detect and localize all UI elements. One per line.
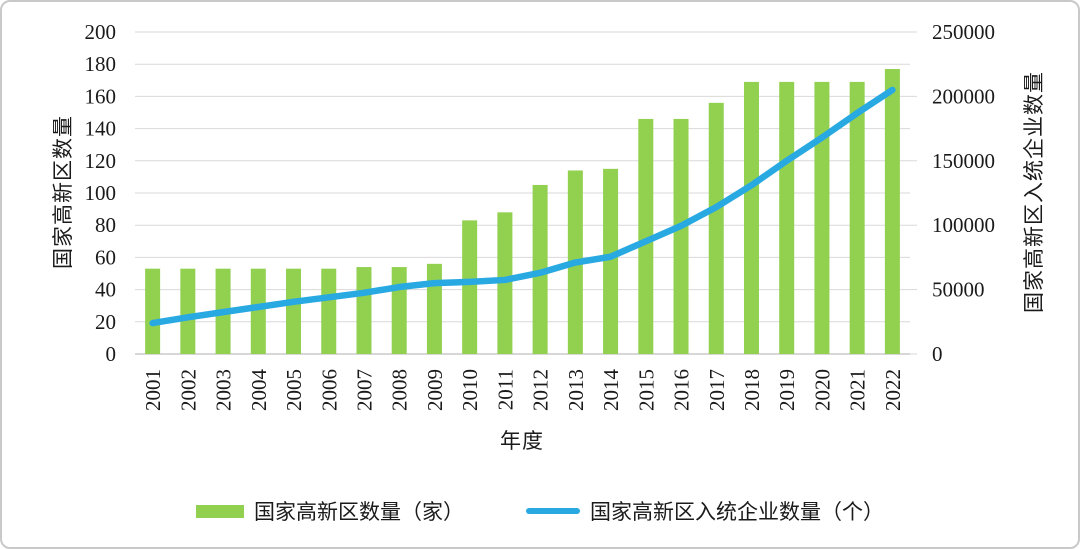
right-y-axis-title: 国家高新区入统企业数量 [1022, 71, 1046, 313]
bar-2002 [180, 268, 196, 354]
left-y-tick-label: 120 [85, 149, 117, 173]
x-tick-label: 2003 [212, 369, 236, 411]
left-y-tick-label: 40 [95, 278, 116, 302]
chart-plot-area: 0 20 40 60 80 100 120 140 160 180 200 0 50000 100000 1… [85, 20, 996, 412]
legend-item-line-series: 国家高新区入统企业数量（个） [526, 496, 884, 526]
bar-2018 [743, 81, 759, 354]
x-tick-label: 2019 [775, 369, 799, 411]
right-y-tick-label: 200000 [932, 84, 995, 108]
x-tick-label: 2007 [352, 369, 376, 411]
x-tick-label: 2009 [423, 369, 447, 411]
bar-2005 [286, 268, 302, 354]
left-y-tick-label: 20 [95, 310, 116, 334]
left-y-tick-label: 160 [85, 84, 117, 108]
bar-2008 [391, 267, 407, 354]
left-y-tick-label: 180 [85, 52, 117, 76]
x-axis-title: 年度 [500, 429, 544, 453]
x-tick-label: 2011 [493, 369, 517, 410]
bar-2016 [673, 118, 689, 354]
x-tick-label: 2010 [458, 369, 482, 411]
bar-2015 [638, 118, 654, 354]
x-tick-label: 2001 [141, 369, 165, 411]
left-y-tick-label: 80 [95, 213, 116, 237]
line-series-swatch [526, 508, 580, 514]
x-tick-label: 2021 [846, 369, 870, 411]
right-y-tick-label: 250000 [932, 20, 995, 44]
x-tick-label: 2013 [564, 369, 588, 411]
x-tick-label: 2012 [529, 369, 553, 411]
bar-2009 [426, 263, 442, 354]
left-y-tick-label: 0 [106, 342, 117, 366]
bar-2017 [708, 102, 724, 354]
left-y-tick-label: 100 [85, 181, 117, 205]
left-y-axis-title: 国家高新区数量 [51, 115, 75, 269]
legend: 国家高新区数量（家） 国家高新区入统企业数量（个） [2, 496, 1078, 526]
bar-2010 [462, 220, 478, 354]
right-y-tick-label: 50000 [932, 278, 985, 302]
x-tick-label: 2002 [176, 369, 200, 411]
x-tick-label: 2016 [670, 369, 694, 411]
bar-2020 [814, 81, 830, 354]
left-y-tick-label: 140 [85, 117, 117, 141]
bar-2014 [603, 168, 619, 354]
trend-line [149, 86, 896, 327]
legend-item-bar-series: 国家高新区数量（家） [196, 496, 464, 526]
right-y-tick-label: 150000 [932, 149, 995, 173]
bar-2004 [250, 268, 266, 354]
x-tick-label: 2022 [881, 369, 905, 411]
x-tick-label: 2018 [740, 369, 764, 411]
bar-2007 [356, 267, 372, 354]
bar-series-label: 国家高新区数量（家） [254, 500, 464, 524]
bar-2022 [884, 69, 900, 354]
x-tick-label: 2006 [317, 369, 341, 411]
bar-2019 [779, 81, 795, 354]
right-y-tick-label: 0 [932, 342, 943, 366]
bar-2006 [321, 268, 337, 354]
x-tick-label: 2017 [705, 369, 729, 411]
x-tick-label: 2015 [634, 369, 658, 411]
right-y-tick-label: 100000 [932, 213, 995, 237]
x-tick-label: 2008 [388, 369, 412, 411]
left-y-tick-label: 60 [95, 245, 116, 269]
x-tick-label: 2020 [810, 369, 834, 411]
bar-2021 [849, 81, 865, 354]
bar-series-swatch [196, 504, 244, 518]
line-series-label: 国家高新区入统企业数量（个） [590, 500, 884, 524]
x-tick-label: 2005 [282, 369, 306, 411]
left-y-tick-label: 200 [85, 20, 117, 44]
x-tick-label: 2014 [599, 369, 623, 412]
bar-2001 [145, 268, 161, 354]
x-tick-label: 2004 [247, 369, 271, 412]
